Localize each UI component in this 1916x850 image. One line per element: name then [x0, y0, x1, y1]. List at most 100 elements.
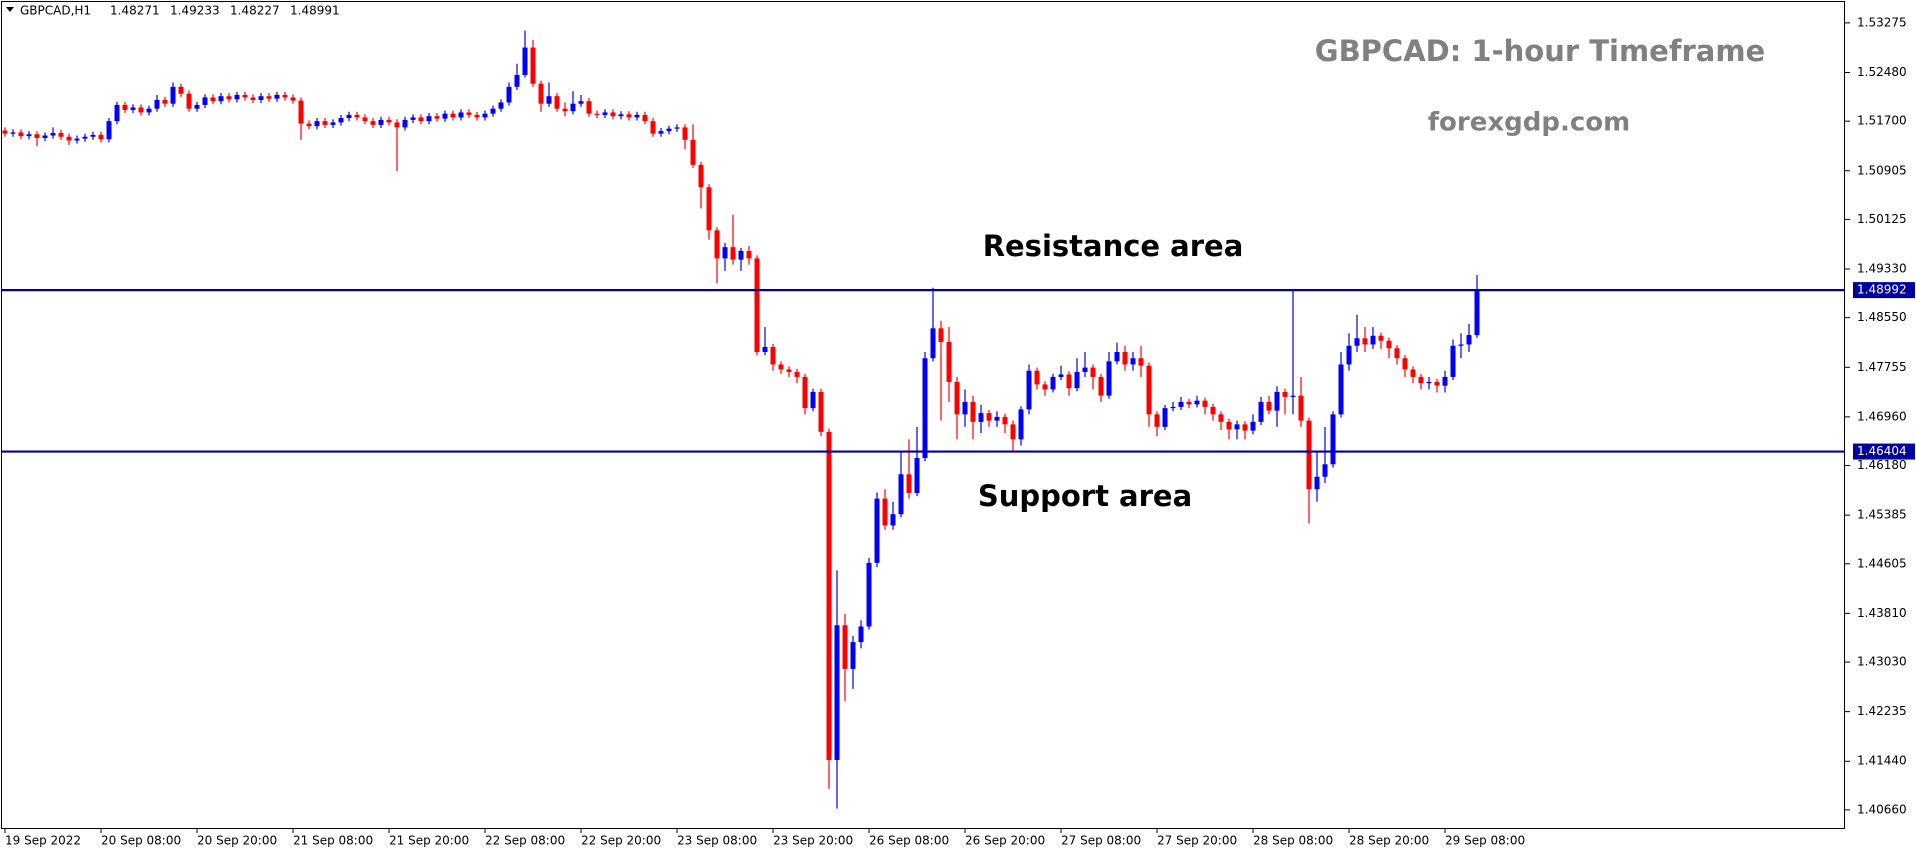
candle-body	[58, 133, 64, 137]
candle-body	[698, 164, 704, 188]
candle-body	[330, 122, 336, 125]
candle-body	[986, 413, 992, 421]
y-tick-label: 1.48550	[1857, 310, 1907, 324]
header-arrow	[6, 7, 14, 12]
candle-body	[1026, 370, 1032, 410]
candle-body	[554, 96, 560, 109]
candle-body	[106, 121, 112, 140]
candle-body	[442, 113, 448, 119]
candle-body	[626, 114, 632, 118]
y-tick-label: 1.53275	[1857, 15, 1907, 29]
x-tick-label: 23 Sep 20:00	[773, 834, 853, 848]
y-tick-label: 1.46960	[1857, 409, 1907, 423]
candle-body	[1258, 401, 1264, 422]
candle-body	[842, 625, 848, 669]
candle-body	[914, 458, 920, 493]
x-tick-label: 26 Sep 20:00	[965, 834, 1045, 848]
candle-body	[418, 117, 424, 122]
candle-body	[602, 112, 608, 115]
candle-body	[466, 112, 472, 115]
candle-body	[1202, 400, 1208, 407]
candle-body	[706, 187, 712, 231]
candle-body	[1394, 348, 1400, 359]
candle-body	[1106, 361, 1112, 396]
candle-body	[1314, 476, 1320, 490]
candle-body	[162, 99, 168, 104]
candle-body	[130, 107, 136, 110]
candle-body	[274, 94, 280, 99]
y-tick-label: 1.41440	[1857, 754, 1907, 768]
x-tick-label: 28 Sep 08:00	[1253, 834, 1333, 848]
candle-body	[930, 328, 936, 359]
candle-body	[538, 83, 544, 104]
candle-body	[1186, 401, 1192, 405]
candle-body	[714, 230, 720, 259]
candle-body	[66, 136, 72, 141]
x-tick-label: 27 Sep 08:00	[1061, 834, 1141, 848]
y-tick-label: 1.40660	[1857, 802, 1907, 816]
candle-body	[722, 247, 728, 259]
candle-body	[242, 94, 248, 98]
candle-body	[426, 116, 432, 122]
candle-body	[1098, 376, 1104, 396]
candle-body	[650, 121, 656, 134]
support-annotation: Support area	[978, 479, 1192, 513]
y-tick-label: 1.43810	[1857, 606, 1907, 620]
candle-body	[1074, 371, 1080, 389]
candle-body	[746, 250, 752, 259]
y-tick-label: 1.43030	[1857, 655, 1907, 669]
candle-body	[786, 369, 792, 372]
candle-body	[146, 108, 152, 113]
candle-body	[954, 381, 960, 415]
candle-body	[1402, 358, 1408, 370]
candle-body	[674, 127, 680, 129]
candle-body	[1234, 424, 1240, 430]
header-high: 1.49233	[170, 4, 220, 18]
candle-body	[338, 118, 344, 123]
candle-body	[1298, 395, 1304, 421]
y-tick-label: 1.50905	[1857, 163, 1907, 177]
candle-body	[850, 642, 856, 669]
candle-body	[514, 74, 520, 87]
candle-body	[1434, 381, 1440, 386]
y-tick-label: 1.42235	[1857, 704, 1907, 718]
candle-body	[826, 431, 832, 760]
candle-body	[506, 86, 512, 103]
candle-body	[874, 498, 880, 563]
candle-body	[1010, 424, 1016, 440]
candle-body	[178, 86, 184, 94]
candle-body	[882, 498, 888, 526]
candle-body	[1154, 414, 1160, 427]
candle-body	[658, 131, 664, 134]
candle-body	[474, 114, 480, 118]
candle-body	[1170, 406, 1176, 409]
candle-body	[1250, 421, 1256, 431]
candle-body	[978, 413, 984, 422]
candle-body	[1338, 364, 1344, 415]
candle-body	[1082, 367, 1088, 372]
candle-body	[1066, 374, 1072, 389]
candle-body	[346, 114, 352, 119]
candle-body	[962, 401, 968, 415]
y-tick-label: 1.50125	[1857, 212, 1907, 226]
candle-body	[34, 134, 40, 139]
header-symbol: GBPCAD,H1	[20, 4, 91, 18]
candle-body	[1282, 391, 1288, 397]
header-low: 1.48227	[230, 4, 280, 18]
candle-body	[530, 47, 536, 84]
candle-body	[730, 247, 736, 260]
y-tick-label: 1.46180	[1857, 458, 1907, 472]
candle-body	[1306, 420, 1312, 490]
candle-body	[1378, 335, 1384, 341]
candle-body	[1474, 290, 1480, 336]
plot-frame	[1, 1, 1845, 829]
y-tick-label: 1.45385	[1857, 508, 1907, 522]
candle-body	[586, 101, 592, 114]
candle-body	[50, 133, 56, 136]
candle-body	[2, 130, 8, 134]
candle-body	[386, 119, 392, 123]
candle-body	[1442, 376, 1448, 386]
candle-body	[1242, 424, 1248, 431]
candle-body	[226, 96, 232, 100]
